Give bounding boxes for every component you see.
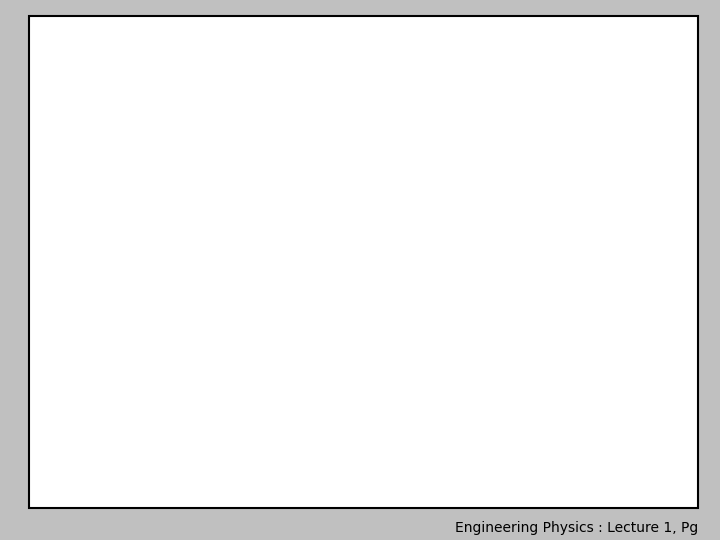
- Text: a: a: [369, 292, 379, 307]
- Text: Average acceleration: Average acceleration: [154, 178, 322, 193]
- Text: ●: ●: [129, 177, 143, 194]
- Text: =: =: [402, 178, 424, 193]
- Text: $t_2$: $t_2$: [418, 176, 431, 195]
- Text: $a_{av}$: $a_{av}$: [297, 178, 321, 193]
- Text: a: a: [245, 151, 255, 166]
- Text: Acceleration: Acceleration: [154, 151, 254, 166]
- Text: $t_1$: $t_1$: [454, 176, 467, 195]
- Text: Engineering Physics : Lecture 1, Pg: Engineering Physics : Lecture 1, Pg: [455, 521, 698, 535]
- Text: And instantaneous acceleration: And instantaneous acceleration: [154, 292, 402, 307]
- Text: using  $v(t) = \dfrac{dx(t)}{dt}$: using $v(t) = \dfrac{dx(t)}{dt}$: [330, 402, 465, 438]
- Text: ●: ●: [129, 291, 143, 309]
- Text: in the time Δ: in the time Δ: [323, 178, 426, 193]
- Text: is defined as:: is defined as:: [379, 292, 485, 307]
- Text: ●: ●: [129, 150, 143, 167]
- Text: -: -: [437, 178, 457, 193]
- Text: 1-D kinematics...: 1-D kinematics...: [223, 94, 515, 123]
- Text: $a(t) = \dfrac{dv(t)}{dt} = \dfrac{d^2x(t)}{dt^2}$: $a(t) = \dfrac{dv(t)}{dt} = \dfrac{d^2x(…: [214, 342, 390, 386]
- Text: $a_{av} \equiv \dfrac{v(t_2)-v(t_1)}{t_2-t_1} = \dfrac{\Delta v}{\Delta t}$: $a_{av} \equiv \dfrac{v(t_2)-v(t_1)}{t_2…: [269, 220, 469, 263]
- Text: is the “rate of change of velocity”: is the “rate of change of velocity”: [255, 151, 518, 166]
- Text: t: t: [394, 178, 400, 193]
- Text: is:: is:: [471, 178, 493, 193]
